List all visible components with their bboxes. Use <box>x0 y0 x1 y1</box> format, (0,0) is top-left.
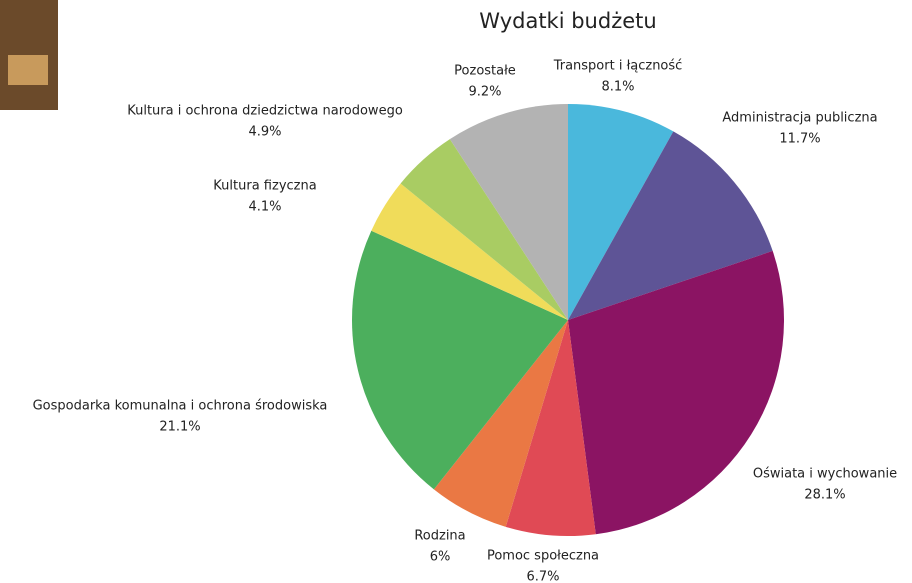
slice-label: Transport i łączność <box>553 59 683 74</box>
slice-value-label: 4.9% <box>248 125 281 140</box>
slice-label: Administracja publiczna <box>722 111 877 126</box>
slice-value-label: 9.2% <box>468 85 501 100</box>
thumbnail-detail <box>8 55 48 85</box>
chart-title: Wydatki budżetu <box>479 9 656 33</box>
slice-value-label: 4.1% <box>248 200 281 215</box>
slice-label: Gospodarka komunalna i ochrona środowisk… <box>33 399 328 414</box>
slice-label: Kultura fizyczna <box>213 179 316 194</box>
slice-label: Rodzina <box>414 529 465 544</box>
slice-value-label: 21.1% <box>159 420 200 435</box>
slice-label: Kultura i ochrona dziedzictwa narodowego <box>127 104 403 119</box>
chart: Wydatki budżetu Transport i łączność 8.1%… <box>0 0 912 583</box>
slice-label: Pomoc społeczna <box>487 549 599 564</box>
slice-value-label: 6.7% <box>526 570 559 583</box>
slice-value-label: 11.7% <box>779 132 820 147</box>
slice-label: Oświata i wychowanie <box>753 467 897 482</box>
slice-label: Pozostałe <box>454 64 516 79</box>
slice-value-label: 8.1% <box>601 80 634 95</box>
slice-value-label: 6% <box>430 550 451 565</box>
slice-value-label: 28.1% <box>804 488 845 503</box>
